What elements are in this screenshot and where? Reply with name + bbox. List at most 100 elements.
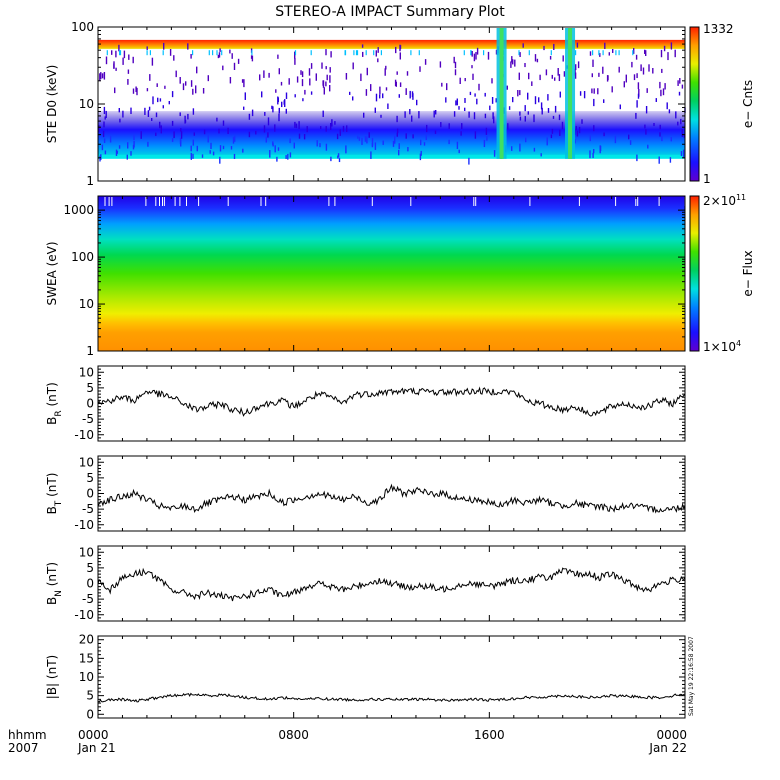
ste-count-mark: [396, 132, 398, 137]
ste-count-mark: [607, 75, 609, 81]
ste-count-mark: [272, 106, 274, 113]
ste-count-mark: [118, 108, 120, 113]
ste-count-mark: [453, 111, 456, 117]
ste-count-mark: [514, 59, 516, 67]
ste-count-mark: [474, 93, 476, 97]
ste-count-mark: [173, 55, 175, 61]
ste-tick-mark: [212, 50, 214, 56]
ste-count-mark: [440, 122, 442, 128]
ste-tick-mark: [344, 50, 347, 56]
ste-count-mark: [230, 146, 233, 150]
ste-count-mark: [603, 99, 605, 103]
ste-count-mark: [663, 45, 666, 52]
ste-count-mark: [540, 153, 542, 157]
ste-count-mark: [461, 123, 463, 129]
ste-count-mark: [409, 90, 411, 99]
ste-count-mark: [375, 93, 378, 102]
ste-count-mark: [250, 55, 253, 59]
ste-count-mark: [545, 69, 548, 76]
ste-count-mark: [558, 74, 561, 82]
ste-count-mark: [473, 112, 476, 120]
ste-count-mark: [398, 143, 400, 150]
ste-count-mark: [243, 79, 245, 88]
ste-count-mark: [133, 140, 135, 148]
ste-count-mark: [547, 94, 549, 101]
ste-count-mark: [445, 97, 447, 103]
bn-ytick-label-10: 10: [79, 545, 94, 559]
ste-count-mark: [251, 55, 254, 62]
ste-count-mark: [681, 129, 683, 137]
ste-tick-mark: [356, 50, 359, 56]
ste-count-mark: [405, 133, 407, 139]
ste-high-energy-band: [98, 39, 685, 49]
ste-count-mark: [146, 46, 148, 50]
ste-count-mark: [293, 142, 295, 149]
ste-count-mark: [322, 110, 324, 118]
ste-count-mark: [642, 67, 645, 75]
ste-burst-core-1: [568, 28, 573, 159]
ste-count-mark: [219, 156, 221, 164]
bmag-ylabel: |B| (nT): [45, 655, 59, 699]
ste-count-mark: [268, 72, 270, 78]
ste-count-mark: [678, 91, 681, 96]
ste-count-mark: [591, 73, 593, 78]
ste-count-mark: [458, 149, 460, 154]
ste-count-mark: [659, 132, 661, 137]
bn-ytick-label-5: 5: [86, 561, 94, 575]
ste-count-mark: [361, 44, 364, 48]
ste-count-mark: [652, 68, 654, 74]
ste-count-mark: [604, 42, 606, 49]
ste-count-mark: [265, 136, 267, 143]
ste-count-mark: [519, 90, 521, 96]
ste-count-mark: [259, 74, 261, 81]
swea-colorbar-max-base: 2×10: [703, 194, 736, 208]
br-ytick-label-0: 0: [86, 397, 94, 411]
ste-count-mark: [524, 105, 526, 112]
ste-count-mark: [420, 139, 422, 146]
ste-count-mark: [493, 150, 496, 157]
ste-count-mark: [636, 100, 638, 108]
ste-count-mark: [118, 44, 120, 52]
ste-count-mark: [201, 154, 204, 158]
ste-count-mark: [289, 138, 291, 144]
ste-count-mark: [557, 68, 559, 76]
ste-count-mark: [233, 153, 236, 159]
ste-count-mark: [670, 42, 673, 50]
ste-count-mark: [101, 144, 104, 151]
swea-colorbar-max-exp: 11: [736, 193, 746, 202]
ste-count-mark: [495, 98, 497, 103]
ste-count-mark: [611, 86, 613, 93]
ste-count-mark: [512, 59, 514, 65]
ste-low-energy-band: [98, 154, 685, 159]
ste-count-mark: [577, 61, 580, 69]
ste-count-mark: [296, 76, 299, 83]
ste-count-mark: [679, 78, 681, 84]
ste-count-mark: [195, 85, 197, 94]
ste-count-mark: [519, 111, 521, 116]
ste-count-mark: [104, 116, 106, 120]
ste-count-mark: [331, 119, 333, 127]
ste-count-mark: [368, 132, 370, 138]
bn-ylabel-unit: (nT): [45, 562, 59, 590]
br-ylabel-unit: (nT): [45, 382, 59, 410]
ste-count-mark: [683, 133, 685, 138]
ste-count-mark: [623, 81, 625, 88]
ste-count-mark: [294, 51, 296, 59]
ste-count-mark: [330, 156, 332, 162]
ste-tick-mark: [418, 50, 420, 56]
ste-tick-mark: [119, 50, 121, 56]
ste-count-mark: [612, 49, 614, 53]
ste-tick-mark: [518, 50, 520, 56]
ste-count-mark: [168, 101, 170, 105]
ste-tick-mark: [592, 50, 594, 56]
ste-count-mark: [102, 130, 105, 138]
ste-count-mark: [510, 61, 512, 68]
ste-count-mark: [325, 126, 327, 132]
ste-count-mark: [277, 54, 279, 59]
ste-count-mark: [127, 142, 129, 149]
ste-count-mark: [227, 127, 229, 134]
ste-count-mark: [233, 62, 236, 70]
ste-count-mark: [484, 92, 486, 97]
ste-count-mark: [559, 129, 561, 136]
ste-count-mark: [182, 83, 185, 91]
